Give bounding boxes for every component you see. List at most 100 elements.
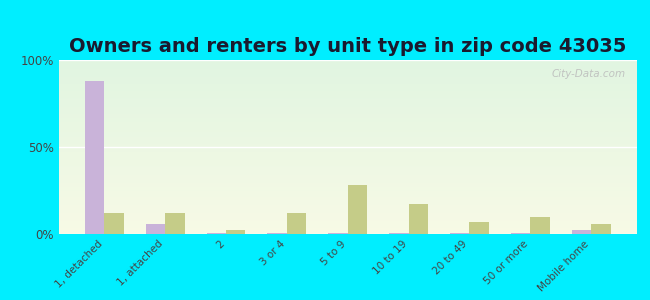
Bar — [58, 131, 637, 132]
Bar — [58, 165, 637, 166]
Bar — [58, 216, 637, 217]
Bar — [58, 102, 637, 103]
Bar — [58, 78, 637, 79]
Bar — [58, 96, 637, 97]
Bar — [58, 81, 637, 82]
Bar — [58, 171, 637, 172]
Bar — [58, 109, 637, 110]
Bar — [58, 121, 637, 122]
Bar — [58, 227, 637, 228]
Bar — [58, 169, 637, 170]
Bar — [58, 146, 637, 147]
Bar — [58, 123, 637, 124]
Bar — [58, 230, 637, 231]
Bar — [58, 132, 637, 133]
Bar — [58, 152, 637, 153]
Bar — [58, 94, 637, 95]
Bar — [389, 233, 409, 234]
Bar — [58, 220, 637, 221]
Bar — [58, 158, 637, 159]
Bar — [58, 135, 637, 136]
Bar — [58, 138, 637, 139]
Bar — [58, 153, 637, 154]
Bar — [58, 64, 637, 65]
Bar — [58, 172, 637, 173]
Bar — [58, 60, 637, 61]
Bar — [58, 212, 637, 213]
Bar — [58, 92, 637, 93]
Bar — [58, 159, 637, 160]
Bar — [58, 209, 637, 210]
Bar — [58, 107, 637, 108]
Bar — [58, 184, 637, 185]
Bar — [58, 150, 637, 151]
Bar — [58, 161, 637, 162]
Bar — [58, 155, 637, 156]
Bar — [58, 82, 637, 83]
Bar — [58, 68, 637, 69]
Bar — [58, 127, 637, 128]
Bar — [58, 76, 637, 77]
Bar — [58, 140, 637, 141]
Bar — [58, 93, 637, 94]
Bar — [58, 210, 637, 211]
Bar — [58, 136, 637, 137]
Bar — [450, 233, 469, 234]
Bar — [58, 207, 637, 208]
Bar — [58, 185, 637, 186]
Bar — [58, 112, 637, 113]
Bar — [58, 173, 637, 174]
Bar — [58, 213, 637, 214]
Bar — [58, 160, 637, 161]
Bar — [58, 84, 637, 85]
Bar — [58, 113, 637, 114]
Bar — [58, 129, 637, 130]
Bar — [58, 194, 637, 195]
Bar — [58, 169, 637, 170]
Bar — [58, 88, 637, 89]
Bar — [58, 119, 637, 120]
Bar — [58, 77, 637, 78]
Bar — [58, 75, 637, 76]
Bar — [58, 214, 637, 215]
Bar — [58, 178, 637, 179]
Bar — [58, 97, 637, 98]
Bar — [58, 170, 637, 171]
Bar — [58, 110, 637, 111]
Bar — [58, 134, 637, 135]
Bar — [58, 174, 637, 175]
Bar — [58, 175, 637, 176]
Bar — [58, 61, 637, 62]
Bar — [58, 199, 637, 200]
Bar — [58, 176, 637, 177]
Title: Owners and renters by unit type in zip code 43035: Owners and renters by unit type in zip c… — [69, 37, 627, 56]
Bar — [58, 195, 637, 196]
Bar — [58, 79, 637, 80]
Bar — [58, 226, 637, 227]
Bar — [84, 81, 104, 234]
Bar — [58, 95, 637, 96]
Bar — [58, 128, 637, 129]
Bar — [58, 233, 637, 234]
Bar — [58, 156, 637, 157]
Bar — [58, 70, 637, 71]
Bar — [58, 186, 637, 187]
Bar — [58, 106, 637, 107]
Bar — [58, 218, 637, 219]
Bar — [58, 125, 637, 126]
Bar — [58, 83, 637, 84]
Bar — [58, 151, 637, 152]
Bar — [572, 230, 592, 234]
Bar — [58, 181, 637, 182]
Bar — [165, 213, 185, 234]
Bar — [58, 118, 637, 119]
Bar — [58, 120, 637, 121]
Bar — [58, 197, 637, 198]
Bar — [58, 198, 637, 199]
Bar — [207, 233, 226, 234]
Bar — [58, 126, 637, 127]
Bar — [58, 139, 637, 140]
Bar — [58, 229, 637, 230]
Bar — [58, 85, 637, 86]
Text: City-Data.com: City-Data.com — [551, 69, 625, 79]
